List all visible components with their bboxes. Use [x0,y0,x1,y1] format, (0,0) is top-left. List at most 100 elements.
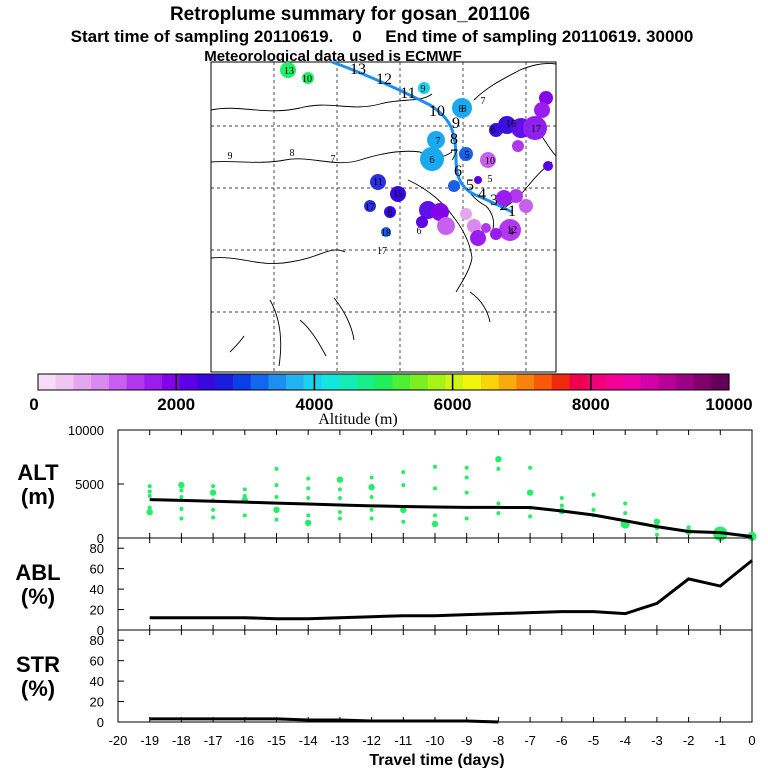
trajectory-label: 10 [429,103,445,120]
plume-cluster [427,131,445,149]
colorbar-swatch [604,374,624,390]
x-tick-label: -10 [426,733,445,748]
colorbar-swatch [215,374,234,390]
y-tick-label: 0 [97,715,104,730]
altitude-point [431,520,439,528]
altitude-point [623,501,628,506]
altitude-point [147,484,152,489]
cluster-label: 15 [393,189,403,200]
plume-cluster [280,62,296,78]
trajectory-label: 4 [478,186,486,203]
altitude-colorbar: 0 2000 4000 6000 8000 10000 Altitude (m) [29,373,753,428]
altitude-point [401,519,406,524]
panel-abl: 80 60 40 20 0 ABL(%) [15,537,753,638]
y-tick-label: 20 [90,695,104,710]
altitude-point [686,525,691,530]
plume-cluster [481,223,491,233]
colorbar-tick-label: 10000 [705,395,752,414]
altitude-point [274,494,279,499]
cluster-label: 17 [531,124,541,135]
colorbar-swatch [551,374,571,390]
altitude-point [496,466,501,471]
cluster-label: 9 [228,151,233,162]
altitude-point [528,514,533,519]
colorbar-swatch [108,374,128,390]
trajectory-label: 3 [490,192,498,209]
panel-label: STR [16,652,60,677]
colorbar-swatch [179,374,199,390]
altitude-point [401,483,406,488]
colorbar-swatches [38,374,730,390]
altitude-point [433,464,437,469]
cluster-label: 6 [417,226,422,237]
cluster-label: 16 [506,119,516,130]
colorbar-swatch [693,374,712,390]
y-tick-label: 20 [90,603,104,618]
altitude-point [464,475,469,480]
y-tick-label: 0 [97,531,104,546]
trajectory-line [331,60,513,214]
altitude-point [178,481,185,489]
plume-cluster [448,180,460,192]
plume-cluster [420,147,444,171]
colorbar-ticks [175,374,592,390]
plume-cluster [509,189,523,203]
altitude-point [179,494,184,499]
cluster-label: 8 [459,104,464,115]
altitude-point [526,489,534,496]
colorbar-swatch [498,374,517,390]
x-tick-label: -17 [204,733,223,748]
colorbar-swatch [356,374,376,390]
colorbar-swatch [640,374,659,390]
colorbar-swatch [711,374,730,390]
altitude-point [336,476,344,483]
altitude-point [306,496,311,501]
cluster-label: 6 [388,208,393,219]
x-tick-label: -14 [299,733,318,748]
x-tick-label: -9 [461,733,473,748]
x-tick-label: -5 [588,733,600,748]
colorbar-swatch [126,374,145,390]
plume-cluster [499,219,521,241]
map-panel: 13121110987654321 1310978987876561617101… [210,60,557,373]
plume-cluster [512,140,524,152]
altitude-point [369,475,374,480]
altitude-point [242,487,247,492]
x-tick-label: -7 [524,733,536,748]
panel-label: ALT [17,460,59,485]
plume-cluster [381,227,391,237]
series-line [149,498,753,539]
altitude-point [337,516,342,521]
altitude-point [369,507,374,512]
altitude-point [179,506,184,511]
altitude-point [591,492,596,497]
cluster-label: 6 [491,125,496,136]
colorbar-swatch [445,374,464,390]
cluster-label: 6 [430,155,435,166]
time-series-panels: 1000050000ALT(m)806040200ABL(%)806040200… [15,423,757,768]
plume-cluster [539,91,553,105]
altitude-point [464,516,469,521]
plume-cluster [390,186,406,202]
colorbar-swatch [534,374,553,390]
colorbar-swatch [480,374,500,390]
colorbar-swatch [587,374,606,390]
altitude-point [306,476,311,481]
altitude-point [147,489,152,494]
x-axis-label: Travel time (days) [369,752,504,768]
colorbar-swatch [658,374,677,390]
altitude-point [559,496,564,501]
x-tick-label: 0 [748,733,755,748]
colorbar-tick-label: 8000 [572,395,610,414]
figure-title: Retroplume summary for gosan_201106 [170,4,530,25]
altitude-point [179,488,184,493]
altitude-point [337,487,342,492]
x-tick-label: -19 [140,733,159,748]
x-tick-label: -8 [493,733,505,748]
plume-cluster [474,176,482,184]
altitude-point [464,490,469,495]
series-line [149,559,753,621]
altitude-point [337,496,342,501]
cluster-label: 5 [488,174,493,185]
